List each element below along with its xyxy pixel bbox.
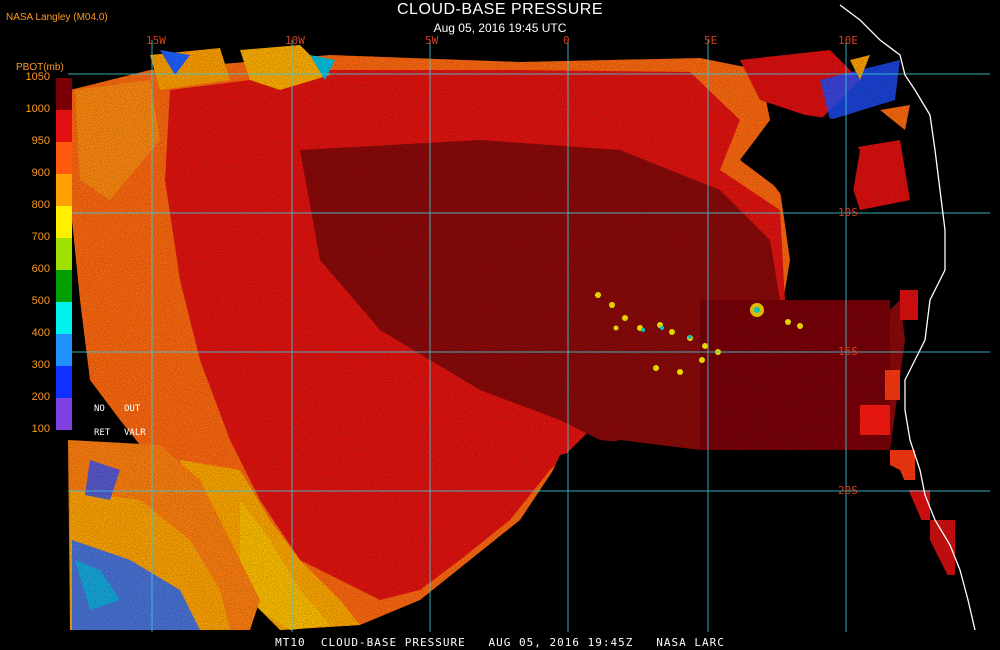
legend-swatch <box>56 398 72 430</box>
legend-ret-label: RET <box>94 428 111 438</box>
legend-no-label: NO <box>94 404 105 414</box>
cloud-field <box>68 45 990 630</box>
legend-tick-label: 200 <box>31 391 50 403</box>
legend-tick-label: 1000 <box>25 103 50 115</box>
legend-swatch <box>56 270 72 302</box>
legend-swatch <box>56 238 72 270</box>
legend-swatch <box>56 302 72 334</box>
legend-tick-label: 1050 <box>25 71 50 83</box>
map-timestamp: Aug 05, 2016 19:45 UTC <box>433 21 567 35</box>
lat-lon-grid <box>68 40 990 632</box>
map-title: CLOUD-BASE PRESSURE <box>397 1 603 18</box>
legend-valr-label: VALR <box>124 428 146 438</box>
legend-swatch <box>56 142 72 174</box>
legend-tick-label: 900 <box>31 167 50 179</box>
legend-tick-label: 950 <box>31 135 50 147</box>
lat-label: 10S <box>838 206 858 219</box>
legend-out-label: OUT <box>124 404 141 414</box>
legend-tick-label: 300 <box>31 359 50 371</box>
legend-tick-label: 600 <box>31 263 50 275</box>
legend-tick-label: 400 <box>31 327 50 339</box>
legend-swatch <box>56 78 72 110</box>
lon-label: 5E <box>704 34 718 47</box>
lon-label: 10E <box>838 34 858 47</box>
legend-title: PBOT(mb) <box>16 62 64 73</box>
legend-tick-label: 100 <box>31 423 50 435</box>
legend-swatch <box>56 206 72 238</box>
legend-swatch <box>56 334 72 366</box>
legend-tick-label: 700 <box>31 231 50 243</box>
lat-label: 15S <box>838 345 858 358</box>
lon-label: 0 <box>563 34 570 47</box>
legend-swatch <box>56 174 72 206</box>
lat-label: 20S <box>838 484 858 497</box>
legend-tick-label: 800 <box>31 199 50 211</box>
lon-label: 5W <box>425 34 439 47</box>
lon-label: 10W <box>285 34 305 47</box>
footer-caption: MT10 CLOUD-BASE PRESSURE AUG 05, 2016 19… <box>275 636 725 649</box>
legend-swatch <box>56 366 72 398</box>
org-label: NASA Langley (M04.0) <box>6 12 108 23</box>
coastline-africa <box>839 4 976 631</box>
legend-swatch <box>56 110 72 142</box>
lon-label: 15W <box>146 34 166 47</box>
legend-tick-label: 500 <box>31 295 50 307</box>
